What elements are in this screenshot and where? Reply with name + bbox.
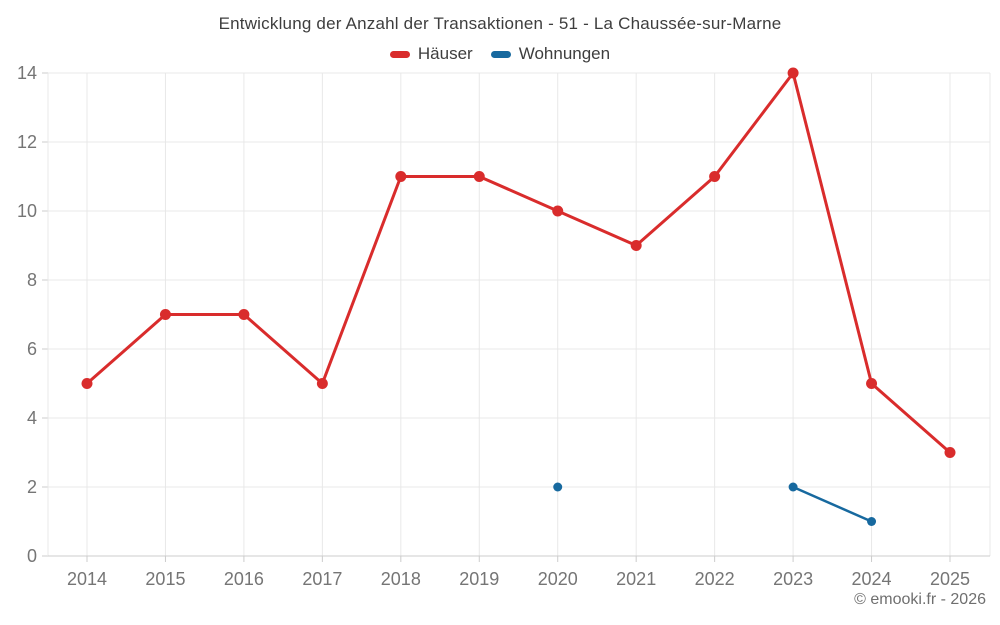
y-axis-tick-label: 0 (27, 546, 37, 566)
x-axis-tick-label: 2023 (773, 569, 813, 589)
haeuser-data-point-2022[interactable] (709, 171, 721, 182)
wohnungen-series-line (791, 485, 873, 523)
haeuser-data-point-2023[interactable] (787, 67, 799, 79)
x-axis-tick-label: 2019 (459, 569, 499, 589)
haeuser-data-point-2018[interactable] (395, 171, 407, 182)
haeuser-data-point-2020[interactable] (552, 205, 564, 217)
y-axis-tick-label: 14 (17, 63, 37, 83)
wohnungen-data-point-2024[interactable] (867, 517, 877, 526)
haeuser-data-point-2021[interactable] (630, 240, 642, 251)
haeuser-series-line (85, 71, 952, 454)
chart-title: Entwicklung der Anzahl der Transaktionen… (218, 14, 782, 33)
x-axis-tick-label: 2025 (930, 569, 970, 589)
haeuser-data-point-2025[interactable] (944, 447, 956, 458)
wohnungen-data-point-2020[interactable] (553, 482, 563, 492)
y-axis-tick-label: 2 (27, 477, 37, 497)
x-axis-tick-label: 2020 (538, 569, 578, 589)
legend-swatch-haeuser (389, 50, 410, 58)
y-axis-tick-label: 4 (27, 408, 37, 428)
x-axis-tick-label: 2021 (616, 569, 656, 589)
y-axis-tick-label: 8 (27, 270, 37, 290)
legend-label-wohnungen: Wohnungen (518, 44, 611, 63)
haeuser-data-point-2019[interactable] (473, 171, 485, 182)
x-axis-tick-label: 2022 (695, 569, 735, 589)
legend-item-wohnungen[interactable]: Wohnungen (490, 44, 611, 64)
x-axis-tick-label: 2024 (852, 569, 892, 589)
y-axis-tick-label: 10 (17, 201, 37, 221)
x-axis-tick-label: 2017 (302, 569, 342, 589)
wohnungen-data-point-2023[interactable] (788, 482, 798, 492)
x-axis-tick-label: 2018 (381, 569, 421, 589)
haeuser-data-point-2017[interactable] (316, 378, 328, 389)
legend-label-haeuser: Häuser (417, 44, 473, 63)
haeuser-data-point-2015[interactable] (159, 309, 171, 320)
legend-swatch-wohnungen (490, 50, 511, 58)
haeuser-data-point-2024[interactable] (866, 378, 878, 389)
chart-legend: Häuser Wohnungen (0, 44, 1000, 64)
x-axis-tick-label: 2015 (145, 569, 185, 589)
copyright-watermark: © emooki.fr - 2026 (854, 591, 986, 608)
haeuser-data-point-2014[interactable] (81, 378, 93, 389)
y-axis-tick-label: 12 (17, 132, 37, 152)
x-axis-tick-label: 2016 (224, 569, 264, 589)
y-axis-tick-label: 6 (27, 339, 37, 359)
haeuser-data-point-2016[interactable] (238, 309, 250, 320)
legend-item-haeuser[interactable]: Häuser (389, 44, 473, 64)
x-axis-tick-label: 2014 (67, 569, 107, 589)
